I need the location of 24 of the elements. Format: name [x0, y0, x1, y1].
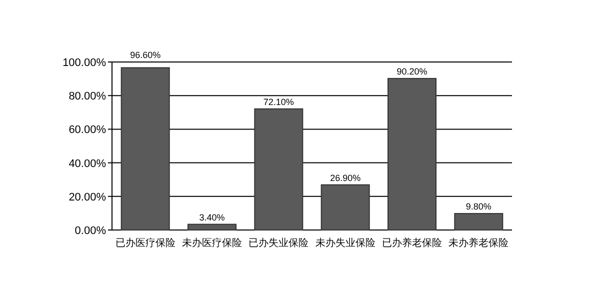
- data-label: 9.80%: [466, 202, 492, 212]
- y-tick-label: 0.00%: [74, 225, 106, 237]
- x-tick-label: 已办养老保险: [382, 237, 442, 249]
- y-tick-label: 100.00%: [62, 57, 106, 69]
- x-tick-label: 已办失业保险: [248, 237, 309, 249]
- data-label: 96.60%: [130, 50, 161, 60]
- x-tick-label: 未办养老保险: [448, 237, 509, 249]
- bar: [120, 67, 170, 230]
- x-tick-label: 已办医疗保险: [115, 237, 176, 249]
- data-label: 90.20%: [396, 66, 428, 76]
- x-tick-label: 未办失业保险: [315, 237, 376, 249]
- bar: [254, 108, 304, 230]
- bar: [188, 224, 236, 230]
- bar: [320, 184, 370, 230]
- data-label: 26.90%: [330, 172, 361, 183]
- bar: [454, 213, 504, 230]
- data-label: 3.40%: [199, 212, 225, 222]
- y-tick-label: 60.00%: [68, 124, 106, 136]
- y-tick-label: 20.00%: [68, 191, 106, 204]
- bar: [388, 78, 436, 230]
- y-tick-label: 40.00%: [68, 158, 106, 170]
- y-tick-label: 80.00%: [68, 90, 106, 103]
- x-tick-label: 未办医疗保险: [182, 237, 242, 249]
- data-label: 72.10%: [263, 96, 294, 107]
